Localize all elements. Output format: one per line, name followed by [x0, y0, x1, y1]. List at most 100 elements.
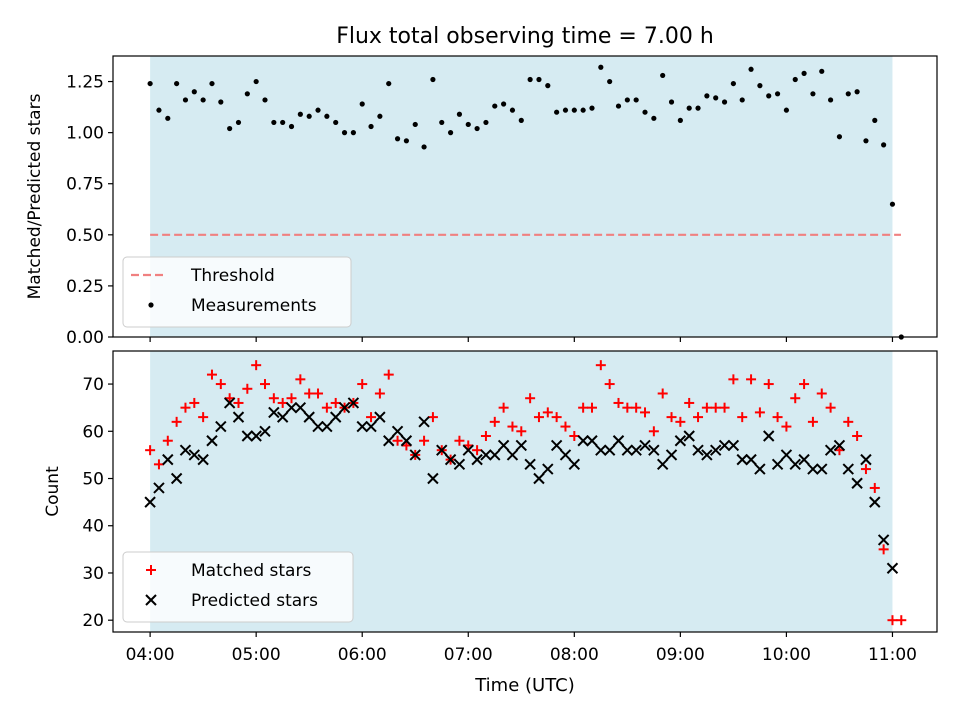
- matched-star-point: [268, 393, 279, 404]
- matched-star-point: [330, 397, 341, 408]
- x-b: [145, 594, 157, 606]
- y-tick-label: 0.00: [66, 328, 104, 348]
- predicted-star-point: [418, 416, 430, 428]
- matched-star-point: [684, 397, 695, 408]
- measurement-point: [306, 113, 312, 119]
- predicted-star-point: [586, 435, 598, 447]
- x-b: [886, 562, 899, 574]
- measurement-point: [509, 107, 516, 113]
- measurement-point: [828, 97, 834, 103]
- measurement-point: [200, 97, 206, 103]
- measurement-point: [845, 91, 851, 97]
- x-b: [824, 444, 837, 456]
- predicted-star-point: [612, 435, 625, 447]
- predicted-star-point: [524, 458, 536, 471]
- y-tick-label: 1.25: [66, 73, 104, 93]
- measurement-point: [191, 89, 197, 95]
- x-b: [524, 458, 536, 471]
- x-b: [250, 430, 262, 442]
- predicted-star-point: [188, 449, 201, 461]
- measurement-point: [872, 117, 878, 123]
- matched-star-point: [578, 402, 589, 413]
- y-tick-label: 20: [82, 611, 104, 631]
- predicted-star-point: [692, 444, 704, 456]
- matched-star-point: [162, 435, 173, 446]
- predicted-star-point: [356, 420, 368, 433]
- matched-star-point: [551, 412, 562, 423]
- measurement-point: [209, 80, 215, 87]
- x-b: [497, 439, 510, 452]
- matched-star-point: [357, 379, 368, 390]
- predicted-star-point: [506, 449, 519, 461]
- measurement-point: [492, 103, 498, 109]
- measurement-point: [819, 68, 825, 74]
- matched-star-point: [171, 416, 182, 427]
- legend-label: Measurements: [191, 296, 317, 316]
- x-b: [391, 425, 404, 437]
- measurement-point: [889, 201, 896, 207]
- x-b: [754, 463, 766, 475]
- predicted-star-point: [568, 458, 581, 471]
- measurement-point: [615, 103, 622, 109]
- measurement-point: [810, 91, 816, 97]
- measurement-point: [527, 76, 533, 83]
- matched-star-point: [259, 379, 270, 390]
- measurement-point: [403, 138, 410, 144]
- predicted-star-point: [630, 444, 642, 456]
- measurement-point: [394, 136, 401, 142]
- predicted-star-point: [170, 472, 183, 485]
- predicted-star-point: [851, 477, 863, 489]
- matched-star-point: [860, 464, 871, 475]
- measurement-point: [624, 97, 630, 103]
- predicted-star-point: [436, 444, 448, 456]
- predicted-star-point: [179, 444, 192, 456]
- x-b: [612, 435, 625, 447]
- measurement-point: [377, 113, 383, 119]
- measurement-point: [483, 119, 489, 126]
- x-b: [727, 439, 740, 452]
- matched-star-point: [666, 412, 677, 423]
- predicted-star-point: [763, 430, 775, 442]
- x-b: [276, 411, 289, 423]
- predicted-star-point: [816, 463, 828, 475]
- x-axis-label: Time (UTC): [474, 675, 575, 696]
- matched-star-point: [878, 544, 889, 555]
- x-b: [869, 496, 881, 508]
- x-b: [807, 463, 819, 475]
- x-b: [162, 453, 174, 466]
- x-b: [400, 435, 413, 447]
- measurement-point: [297, 111, 303, 117]
- matched-star-point: [746, 374, 757, 385]
- x-b: [436, 444, 448, 456]
- matched-star-point: [242, 383, 253, 394]
- legend-label: Threshold: [190, 266, 275, 286]
- x-b: [427, 472, 439, 485]
- predicted-star-point: [603, 444, 616, 456]
- matched-star-point: [295, 374, 306, 385]
- measurement-point: [174, 80, 180, 87]
- measurement-point: [386, 80, 392, 87]
- x-b: [453, 458, 466, 471]
- measurement-point: [518, 117, 524, 123]
- measurement-point: [271, 119, 277, 126]
- predicted-star-point: [639, 439, 651, 452]
- x-b: [550, 439, 563, 452]
- matched-star-point: [206, 369, 217, 380]
- measurement-point: [315, 107, 321, 113]
- matched-star-point: [489, 416, 500, 427]
- measurement-point: [262, 97, 268, 103]
- matched-star-point: [366, 412, 377, 423]
- x-b: [215, 420, 227, 433]
- x-b: [630, 444, 642, 456]
- measurement-point: [792, 76, 798, 83]
- x-b: [170, 472, 183, 485]
- x-tick-label: 06:00: [338, 645, 387, 665]
- predicted-star-point: [391, 425, 404, 437]
- x-b: [692, 444, 704, 456]
- measurement-point: [280, 119, 286, 126]
- measurement-point: [598, 64, 604, 70]
- predicted-star-point: [824, 444, 837, 456]
- x-b: [471, 453, 483, 466]
- x-b: [877, 534, 890, 546]
